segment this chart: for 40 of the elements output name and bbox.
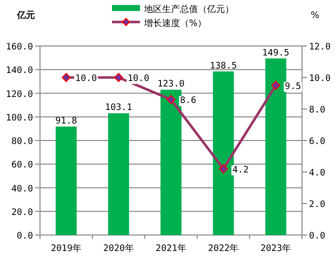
y2-tick-label: 12.0 [309, 42, 331, 52]
y2-tick-label: 6.0 [309, 137, 326, 147]
y-tick-label: 40.0 [11, 184, 33, 194]
data-label: 10.0 [128, 74, 150, 84]
y2-tick-label: 8.0 [309, 106, 326, 116]
data-label: 123.0 [157, 80, 185, 90]
data-label: 9.5 [284, 82, 302, 92]
legend-label: 地区生产总值（亿元） [143, 4, 234, 15]
bar [265, 58, 286, 235]
data-label: 4.2 [232, 165, 249, 176]
y-tick-label: 20.0 [11, 208, 33, 218]
y2-tick-label: 4.0 [309, 168, 326, 178]
y-axis-title: 亿元 [16, 10, 35, 21]
data-label: 103.1 [105, 103, 132, 114]
y2-tick-label: 10.0 [309, 74, 331, 84]
x-tick-label: 2019年 [50, 243, 82, 254]
bar [108, 113, 130, 235]
bar [56, 126, 77, 235]
y-tick-label: 0.0 [16, 232, 33, 242]
y-tick-label: 140.0 [6, 66, 33, 76]
data-label: 91.8 [55, 116, 78, 127]
data-label: 10.0 [75, 74, 97, 84]
x-tick-label: 2020年 [103, 243, 134, 254]
x-tick-label: 2022年 [208, 243, 239, 254]
y2-tick-label: 0.0 [309, 232, 326, 242]
y-tick-label: 120.0 [6, 90, 33, 100]
data-label: 149.5 [262, 48, 290, 58]
y-tick-label: 80.0 [11, 137, 33, 147]
y-tick-label: 60.0 [11, 160, 33, 171]
y2-axis-title: % [310, 11, 320, 21]
legend-label: 增长速度（%） [143, 18, 207, 29]
data-label: 8.6 [180, 96, 196, 106]
y-tick-label: 100.0 [6, 113, 33, 124]
bar [160, 90, 182, 235]
x-tick-label: 2023年 [260, 243, 292, 254]
bar [212, 71, 234, 235]
x-tick-label: 2021年 [156, 243, 186, 254]
y-tick-label: 160.0 [6, 42, 33, 52]
y2-tick-label: 2.0 [309, 200, 326, 210]
data-label: 138.5 [210, 61, 237, 72]
